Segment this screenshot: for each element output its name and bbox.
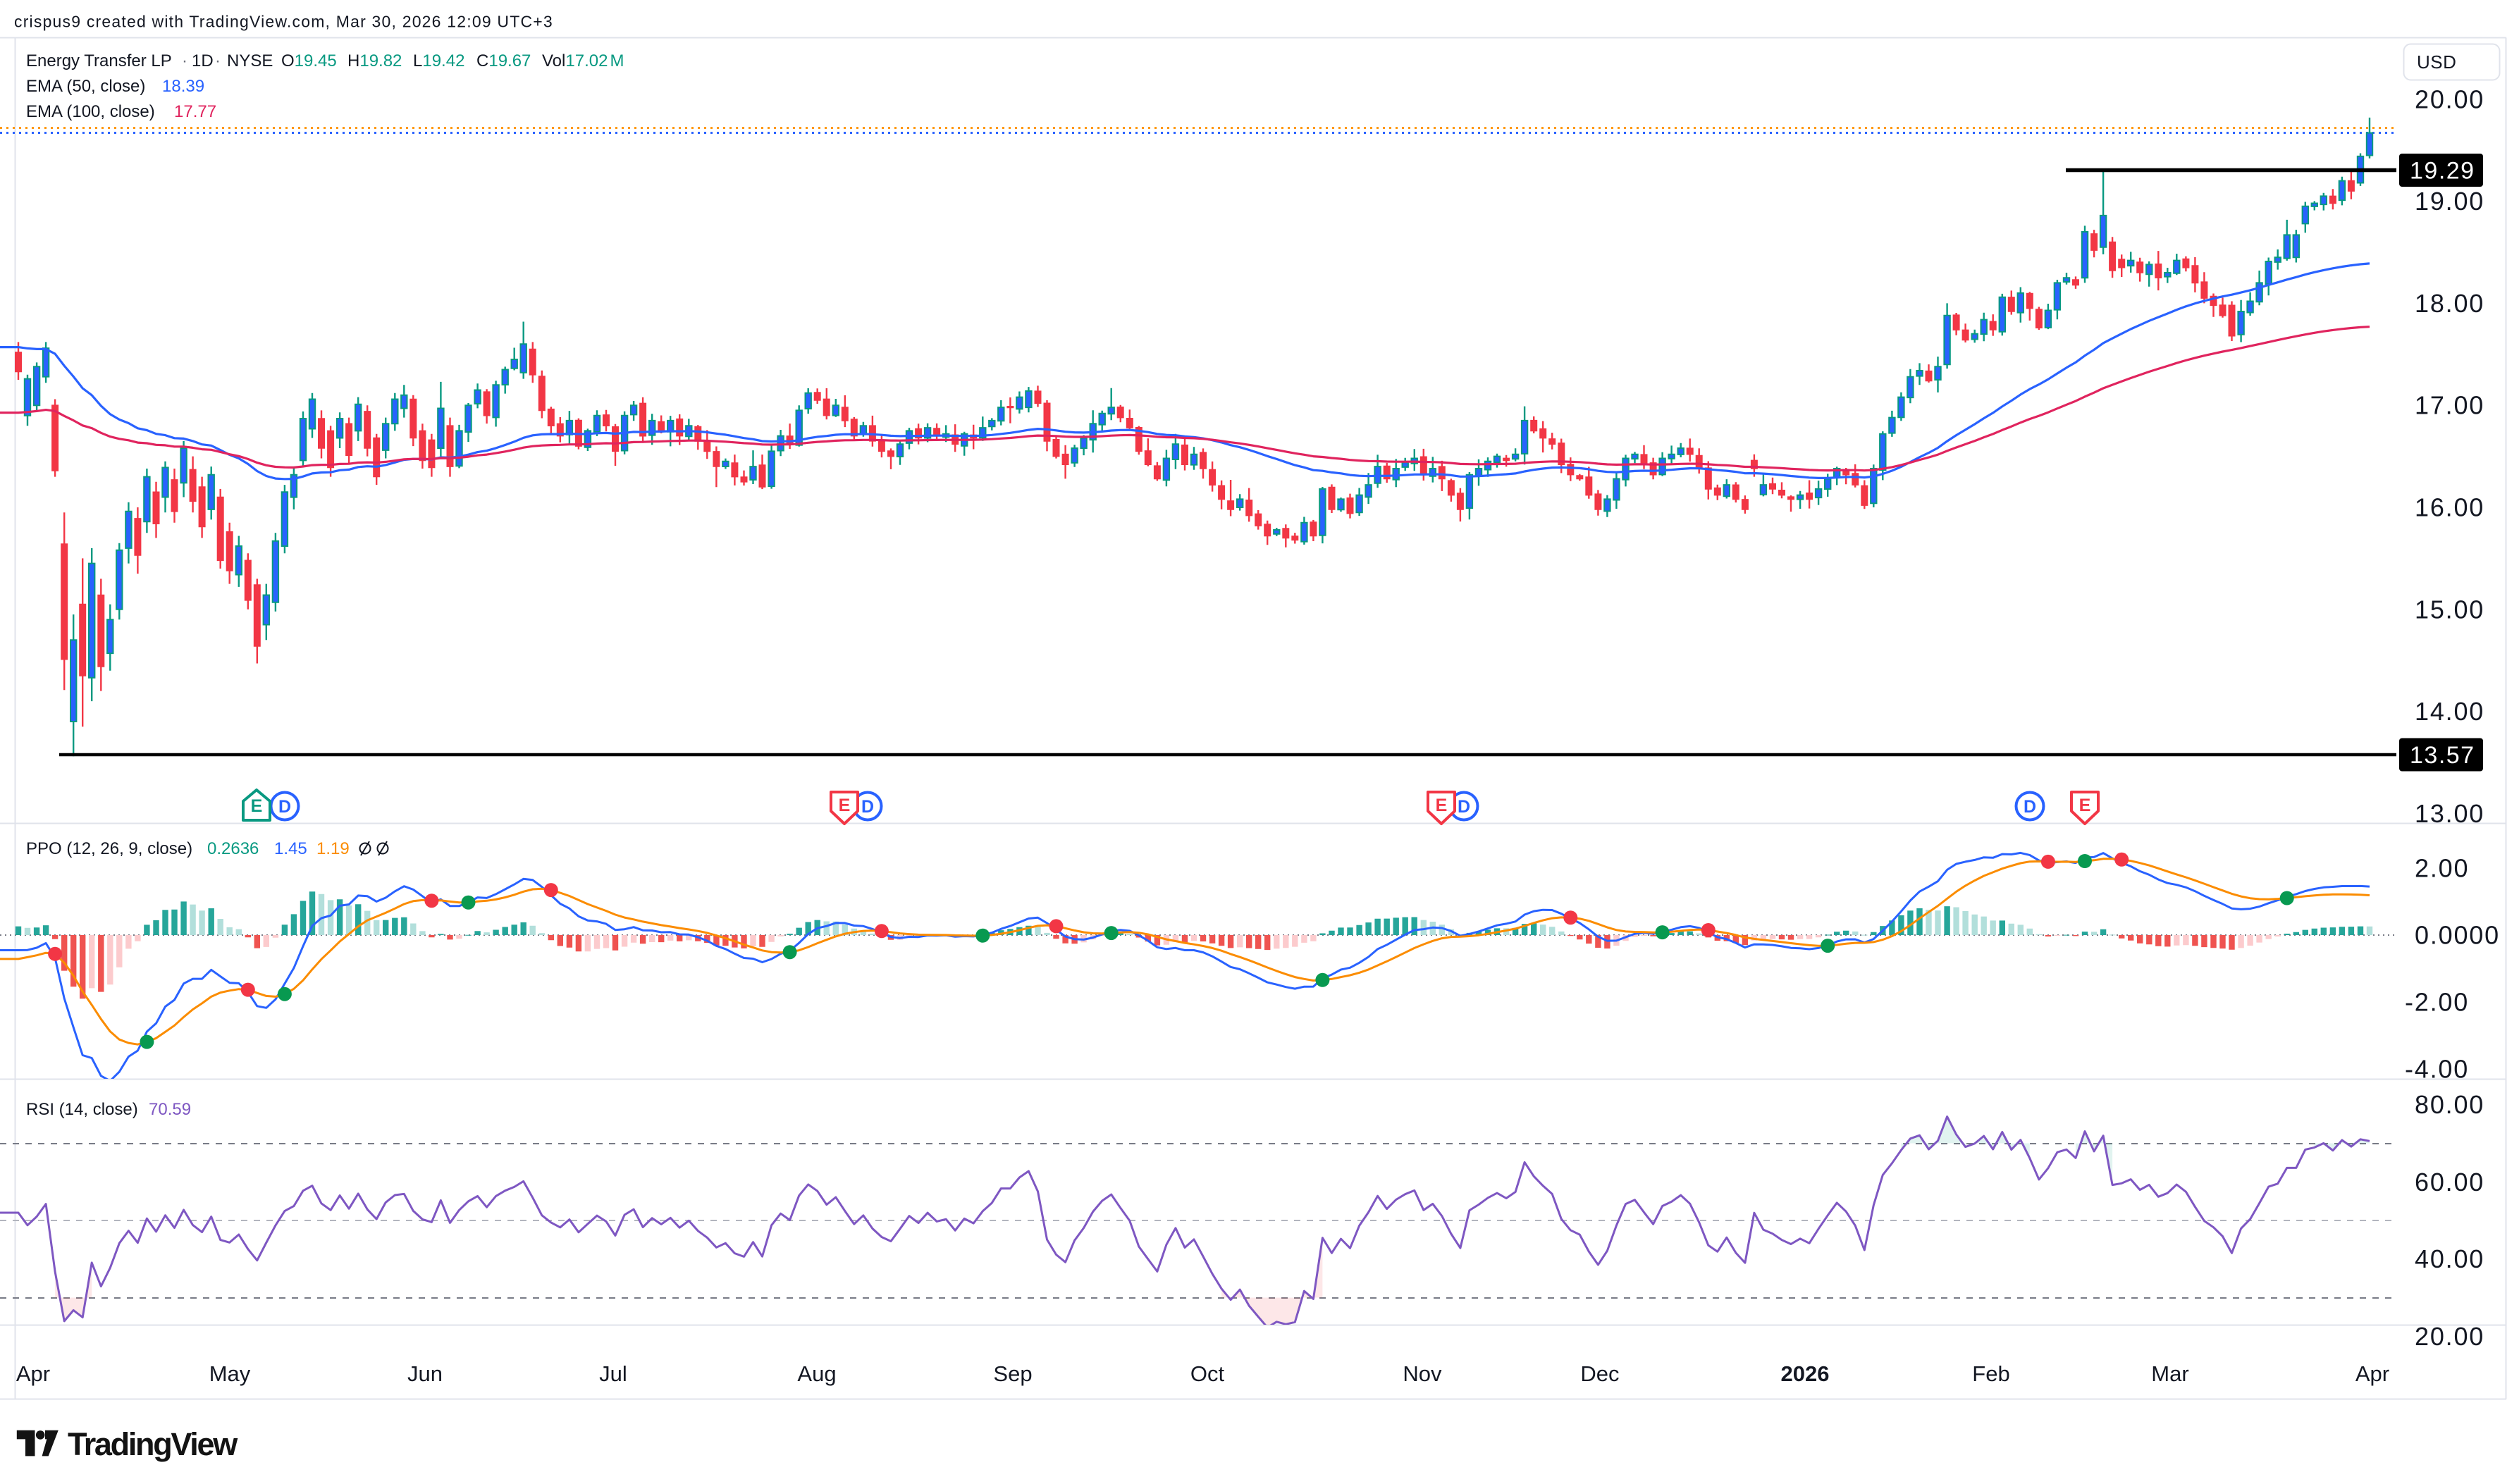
svg-text:Aug: Aug xyxy=(797,1361,836,1386)
svg-text:D: D xyxy=(861,797,874,817)
svg-text:E: E xyxy=(839,796,851,815)
svg-text:D: D xyxy=(2024,797,2036,817)
svg-text:-2.00: -2.00 xyxy=(2405,988,2469,1017)
svg-text:13.57: 13.57 xyxy=(2410,742,2475,769)
svg-text:Oct: Oct xyxy=(1190,1361,1225,1386)
svg-text:2026: 2026 xyxy=(1781,1361,1830,1386)
svg-text:60.00: 60.00 xyxy=(2415,1168,2484,1197)
svg-text:80.00: 80.00 xyxy=(2415,1090,2484,1119)
svg-text:E: E xyxy=(1436,796,1448,815)
svg-text:40.00: 40.00 xyxy=(2415,1244,2484,1273)
svg-text:18.00: 18.00 xyxy=(2415,289,2484,318)
svg-text:-4.00: -4.00 xyxy=(2405,1055,2469,1084)
svg-text:D: D xyxy=(278,797,291,817)
svg-text:EMA (50, close)18.39: EMA (50, close) 18.39 xyxy=(26,77,204,96)
svg-text:E: E xyxy=(2079,796,2091,815)
svg-text:15.00: 15.00 xyxy=(2415,595,2484,624)
svg-text:Apr: Apr xyxy=(2355,1361,2389,1386)
svg-text:13.00: 13.00 xyxy=(2415,799,2484,828)
svg-text:Jul: Jul xyxy=(599,1361,627,1386)
svg-text:19.29: 19.29 xyxy=(2410,158,2475,185)
svg-text:D: D xyxy=(1458,797,1470,817)
svg-text:RSI (14, close)70.59: RSI (14, close) 70.59 xyxy=(26,1100,191,1119)
svg-text:EMA (100, close)17.77: EMA (100, close) 17.77 xyxy=(26,102,216,121)
svg-text:Feb: Feb xyxy=(1972,1361,2009,1386)
svg-text:E: E xyxy=(251,796,263,816)
svg-text:14.00: 14.00 xyxy=(2415,697,2484,726)
svg-text:Dec: Dec xyxy=(1580,1361,1619,1386)
svg-text:crispus9 created with TradingV: crispus9 created with TradingView.com, M… xyxy=(14,13,553,31)
svg-text:20.00: 20.00 xyxy=(2415,1322,2484,1351)
svg-text:19.00: 19.00 xyxy=(2415,187,2484,216)
svg-text:May: May xyxy=(209,1361,251,1386)
svg-text:TradingView: TradingView xyxy=(68,1426,238,1462)
svg-text:USD: USD xyxy=(2417,51,2456,73)
svg-text:Apr: Apr xyxy=(16,1361,50,1386)
svg-text:0.0000: 0.0000 xyxy=(2415,921,2500,950)
svg-text:20.00: 20.00 xyxy=(2415,85,2484,113)
svg-text:Nov: Nov xyxy=(1403,1361,1442,1386)
svg-text:17.00: 17.00 xyxy=(2415,391,2484,420)
svg-text:2.00: 2.00 xyxy=(2415,854,2469,883)
svg-text:Mar: Mar xyxy=(2151,1361,2188,1386)
svg-text:Sep: Sep xyxy=(993,1361,1032,1386)
svg-text:16.00: 16.00 xyxy=(2415,493,2484,522)
svg-text:Jun: Jun xyxy=(407,1361,443,1386)
